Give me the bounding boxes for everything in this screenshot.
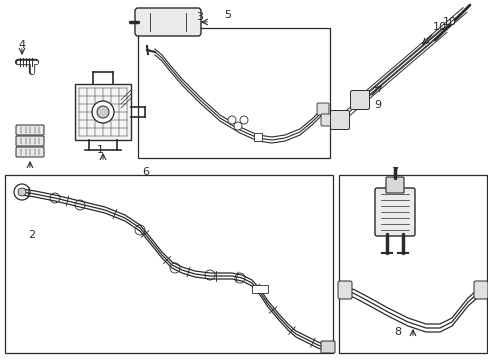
Text: 10: 10 <box>432 22 446 32</box>
Text: 6: 6 <box>142 167 149 177</box>
Text: 2: 2 <box>28 230 36 240</box>
FancyBboxPatch shape <box>75 84 131 140</box>
Text: 1: 1 <box>96 145 103 155</box>
Bar <box>251 285 267 293</box>
FancyBboxPatch shape <box>320 114 332 126</box>
Bar <box>5 175 332 353</box>
Text: 9: 9 <box>361 97 368 107</box>
FancyBboxPatch shape <box>16 125 44 135</box>
FancyBboxPatch shape <box>330 111 349 130</box>
Circle shape <box>240 116 247 124</box>
FancyBboxPatch shape <box>135 8 201 36</box>
Bar <box>138 28 329 158</box>
FancyBboxPatch shape <box>337 281 351 299</box>
FancyBboxPatch shape <box>385 177 403 193</box>
FancyBboxPatch shape <box>473 281 487 299</box>
Circle shape <box>97 106 109 118</box>
FancyBboxPatch shape <box>316 103 328 115</box>
Circle shape <box>234 122 242 130</box>
Text: 4: 4 <box>19 40 25 50</box>
Circle shape <box>14 184 30 200</box>
FancyBboxPatch shape <box>374 188 414 236</box>
FancyBboxPatch shape <box>320 341 334 353</box>
Circle shape <box>227 116 236 124</box>
Circle shape <box>18 188 26 196</box>
FancyBboxPatch shape <box>350 90 369 109</box>
Bar <box>253 133 262 141</box>
Text: 7: 7 <box>390 167 398 177</box>
Circle shape <box>92 101 114 123</box>
Text: 3: 3 <box>196 12 203 22</box>
FancyBboxPatch shape <box>16 147 44 157</box>
Bar <box>338 175 486 353</box>
FancyBboxPatch shape <box>16 136 44 146</box>
Text: 10: 10 <box>442 17 456 27</box>
Text: 8: 8 <box>394 327 401 337</box>
Text: 5: 5 <box>224 10 231 20</box>
Text: 9: 9 <box>374 100 381 110</box>
